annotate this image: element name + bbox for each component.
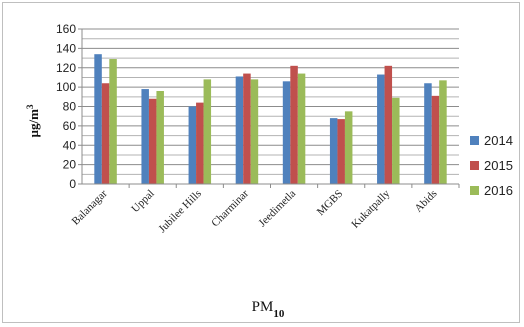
bar-2014-jubilee-hills [188,106,197,184]
y-tick-label: 100 [56,80,76,94]
x-axis-label: PM10 [252,299,285,320]
y-axis-label-sup: 3 [25,104,35,109]
bar-2014-charminar [235,76,244,184]
bar-2015-jubilee-hills [196,102,204,184]
bar-2014-balanagar [94,54,102,184]
y-tick-label: 160 [56,22,76,36]
bar-2015-uppal [148,98,157,184]
bar-2015-mgbs [337,119,345,184]
bar-2014-abids [424,83,432,184]
axes [78,28,460,188]
legend: 2014 2015 2016 [470,133,513,198]
y-tick-label: 120 [56,61,76,75]
bar-2015-charminar [243,73,251,184]
legend-label-2015: 2015 [484,158,513,173]
bar-2014-jeedimetla [282,81,291,184]
bar-2014-uppal [141,89,149,184]
bar-2016-jeedimetla [297,73,306,184]
bar-2015-kukatpally [384,65,393,184]
bar-2016-charminar [250,79,259,184]
y-tick-label: 20 [63,158,77,172]
legend-swatch-2015 [470,161,479,170]
bar-2016-abids [439,80,447,184]
bar-2015-balanagar [101,83,110,184]
pm10-bar-chart: 0 20 40 60 80 100 120 140 160 Balanagar Uppal Jubil… [25,22,513,320]
gridlines [82,28,459,175]
legend-swatch-2016 [470,186,479,195]
bar-2016-jubilee-hills [203,79,212,184]
legend-label-2014: 2014 [484,133,513,148]
x-tick-label: Kukatpally [349,187,392,230]
bar-2014-mgbs [329,118,338,184]
x-axis-label-main: PM [252,299,274,315]
chart-frame: 0 20 40 60 80 100 120 140 160 Balanagar Uppal Jubil… [2,2,520,323]
x-tick-label: Charminar [209,187,251,229]
legend-label-2016: 2016 [484,183,513,198]
y-tick-label: 60 [63,119,77,133]
x-tick-label: Jubilee Hills [156,188,204,236]
bar-2016-kukatpally [392,97,400,184]
bar-2016-uppal [156,91,164,184]
x-axis-label-sub: 10 [273,308,285,320]
y-tick-label: 80 [63,100,77,114]
x-tick-label: Jeedimetla [256,188,298,230]
x-tick-label: Abids [412,188,439,215]
y-tick-label: 0 [69,177,76,191]
bar-2014-kukatpally [377,74,385,184]
y-axis-label: µg/m3 [25,104,41,137]
bar-2016-mgbs [344,111,353,184]
legend-swatch-2014 [470,136,479,145]
bars [94,54,447,184]
bar-2016-balanagar [109,59,117,184]
y-tick-label: 40 [63,138,77,152]
x-tick-label: Uppal [129,188,156,215]
x-tick-label: MGBS [315,188,346,219]
bar-2015-abids [431,95,440,184]
bar-2015-jeedimetla [290,65,298,184]
x-tick-label: Balanagar [70,187,110,227]
y-tick-label: 140 [56,41,76,55]
y-axis-label-main: µg/m [26,109,41,138]
